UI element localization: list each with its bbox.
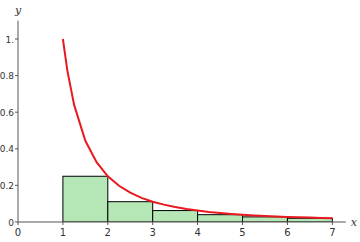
x-axis-line: [18, 222, 346, 223]
y-tick-label: 0.4: [0, 144, 14, 154]
y-axis-line: [18, 21, 19, 222]
x-tick-label: 4: [194, 227, 200, 238]
y-tick: [15, 185, 18, 186]
x-tick: [152, 222, 153, 225]
marks: [63, 39, 332, 222]
x-tick: [332, 222, 333, 225]
x-tick: [287, 222, 288, 225]
x-tick-label: 0: [15, 227, 21, 238]
chart-container: 0 1 2 3 4 5 6 7 0 0.2 0.4 0.6 0.8 1. x y: [0, 0, 360, 242]
chart-svg: 0 1 2 3 4 5 6 7 0 0.2 0.4 0.6 0.8 1. x y: [0, 0, 360, 242]
y-tick-label: 0.6: [0, 108, 14, 118]
bar: [153, 211, 198, 222]
x-tick: [107, 222, 108, 225]
y-tick: [15, 222, 18, 223]
x-axis-label: x: [351, 216, 358, 229]
x-tick-label: 2: [105, 227, 111, 238]
x-tick-label: 1: [60, 227, 66, 238]
y-tick: [15, 148, 18, 149]
x-tick-label: 6: [284, 227, 290, 238]
curve: [63, 39, 332, 218]
y-tick: [15, 75, 18, 76]
x-tick: [242, 222, 243, 225]
y-axis-label: y: [14, 4, 22, 17]
bar: [198, 215, 243, 222]
x-tick: [197, 222, 198, 225]
bar: [63, 176, 108, 222]
y-tick: [15, 39, 18, 40]
y-tick-label: 0.2: [0, 181, 14, 191]
x-tick-label: 3: [150, 227, 156, 238]
y-tick-label: 0: [8, 218, 14, 228]
y-tick-label: 0.8: [0, 71, 14, 81]
axes: 0 1 2 3 4 5 6 7 0 0.2 0.4 0.6 0.8 1.: [0, 21, 346, 238]
x-tick: [62, 222, 63, 225]
x-tick-label: 5: [239, 227, 245, 238]
y-tick-label: 1.: [5, 35, 14, 45]
bar: [108, 202, 153, 222]
x-tick-label: 7: [329, 227, 335, 238]
y-tick: [15, 112, 18, 113]
